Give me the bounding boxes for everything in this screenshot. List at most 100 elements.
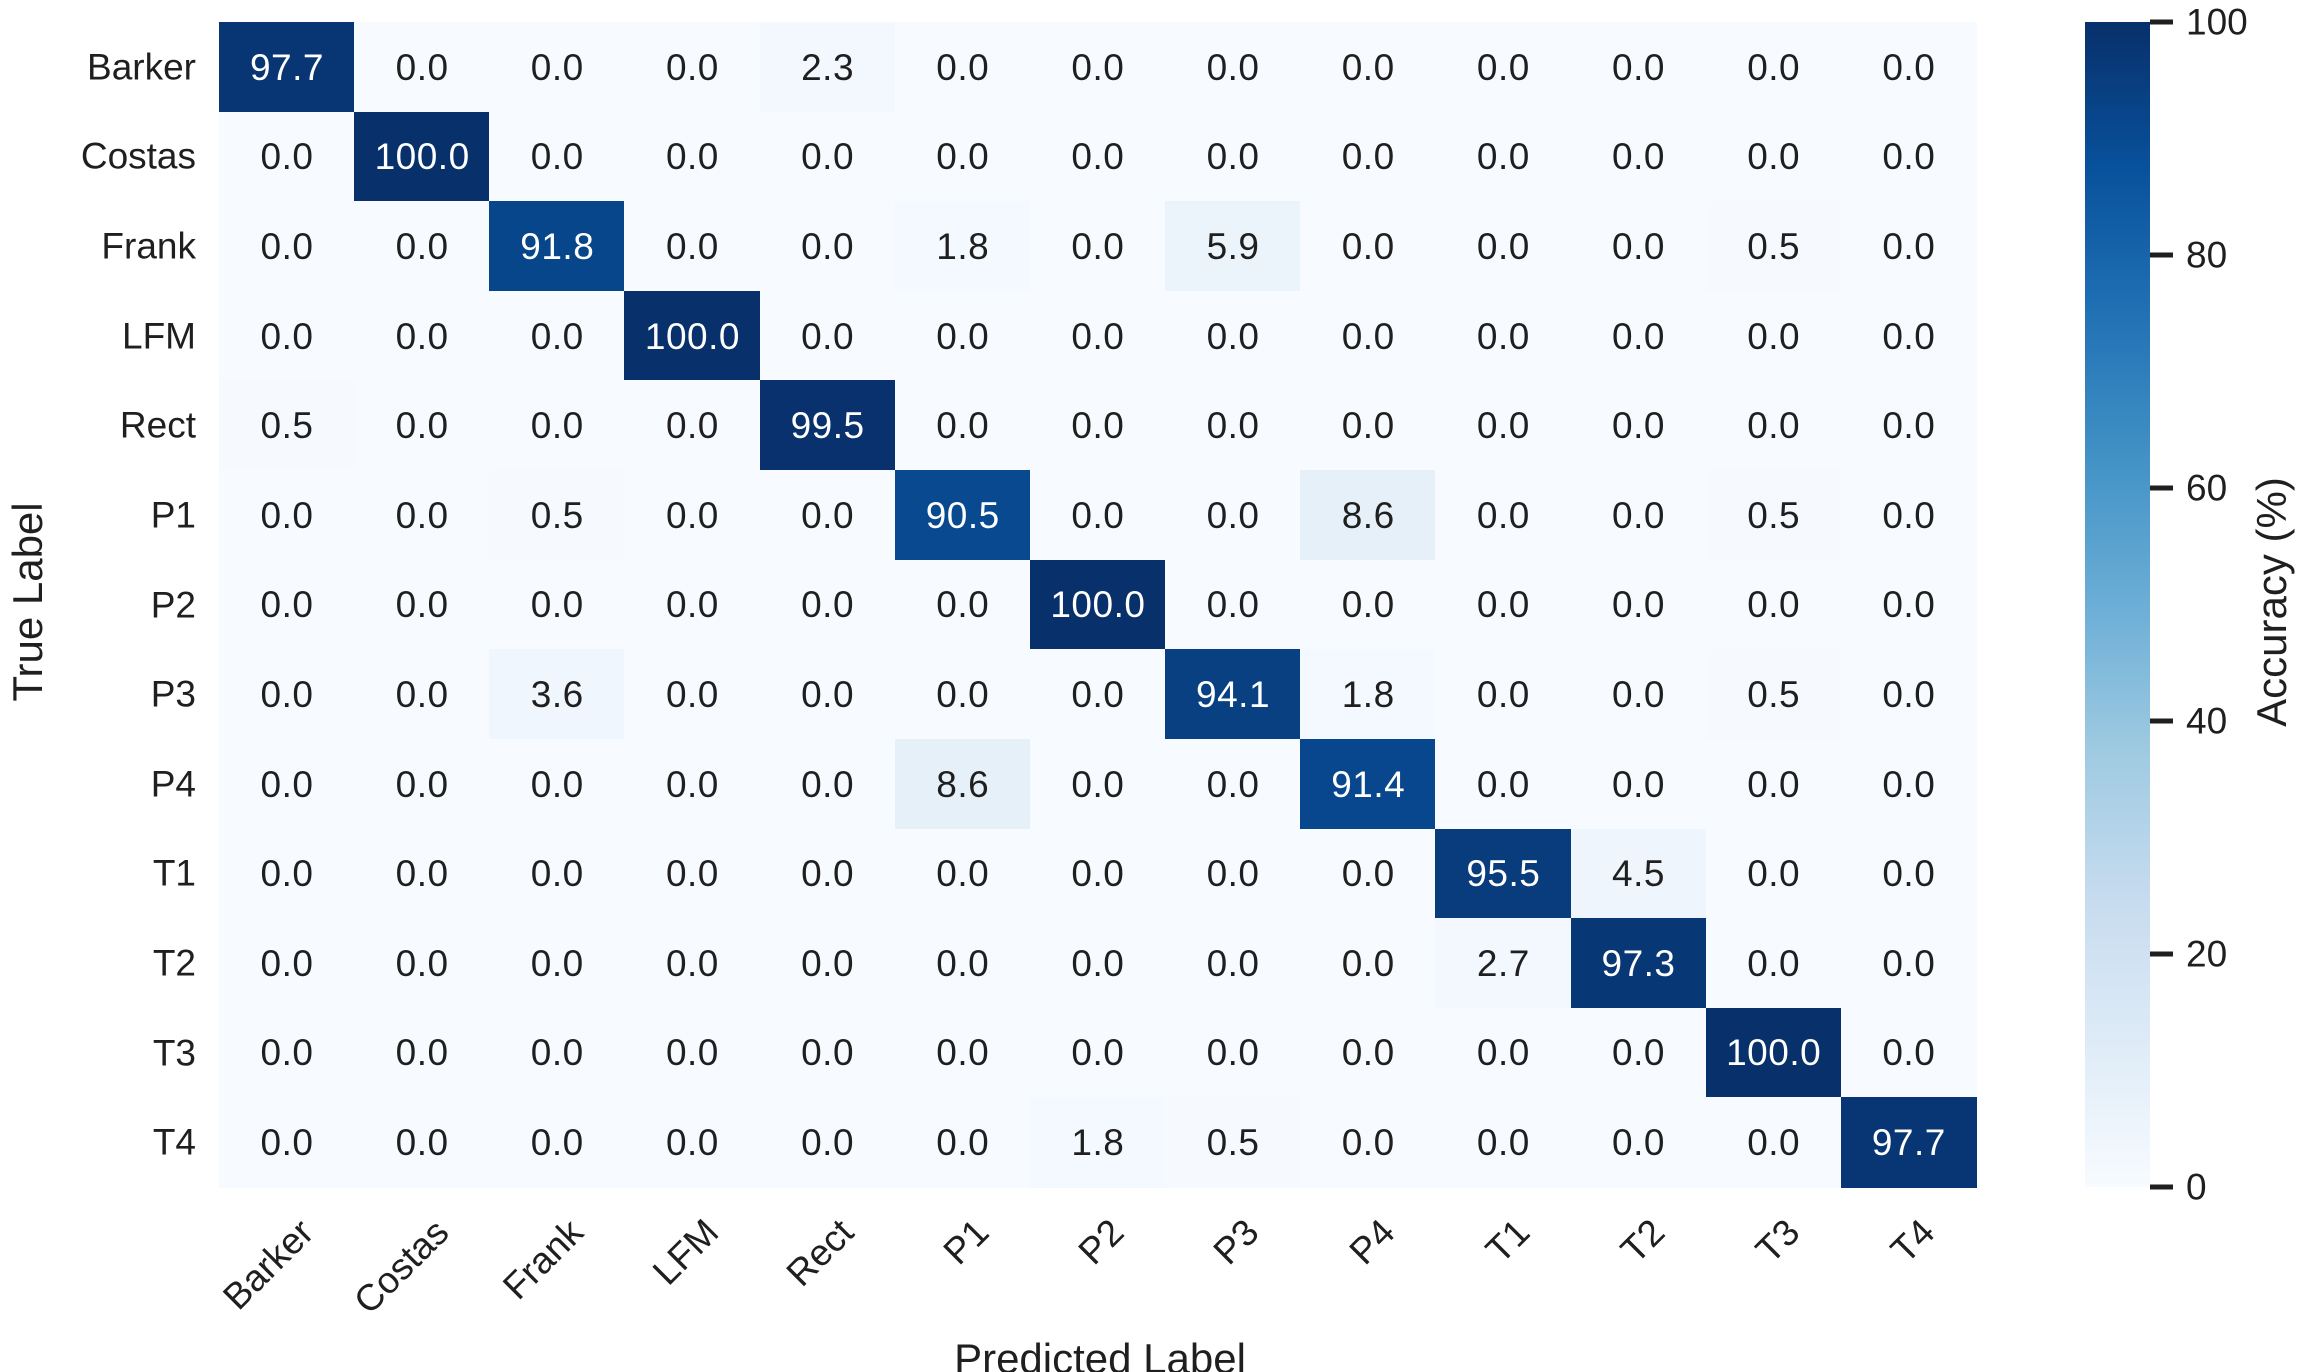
cell-value: 0.0	[1882, 46, 1936, 88]
cell-value: 0.0	[1882, 136, 1936, 178]
cell-value: 0.0	[801, 853, 855, 895]
x-tick-label: LFM	[644, 1211, 727, 1293]
heatmap-cell: 0.0	[1570, 470, 1707, 561]
x-tick-label: P2	[1070, 1211, 1132, 1273]
heatmap-cell: 0.0	[1705, 380, 1842, 471]
cell-value: 0.0	[1476, 315, 1530, 357]
heatmap-cell: 0.0	[759, 111, 896, 203]
cell-value: 0.0	[1206, 853, 1260, 895]
cell-value: 0.0	[1071, 494, 1125, 536]
heatmap-cell: 0.0	[1570, 559, 1707, 651]
heatmap-cell: 0.0	[1029, 738, 1166, 830]
colorbar-tick-label: 100	[2186, 1, 2248, 43]
cell-value: 0.0	[1882, 1032, 1936, 1074]
cell-value: 0.0	[395, 225, 449, 267]
heatmap-cell: 2.7	[1435, 918, 1572, 1009]
cell-value: 0.0	[1206, 136, 1260, 178]
cell-value: 0.0	[936, 315, 990, 357]
heatmap-cell: 0.0	[624, 828, 761, 919]
heatmap-cell: 0.0	[624, 380, 761, 471]
heatmap-cell: 0.0	[219, 738, 355, 830]
heatmap-cell: 0.0	[1165, 380, 1302, 471]
cell-value: 0.0	[801, 315, 855, 357]
heatmap-cell: 0.0	[1570, 22, 1707, 113]
heatmap-cell: 97.7	[219, 22, 355, 113]
heatmap-cell: 0.0	[1300, 111, 1437, 203]
cell-value: 0.0	[1747, 853, 1801, 895]
heatmap-cell: 0.0	[489, 1097, 626, 1188]
cell-value: 0.5	[260, 405, 314, 447]
cell-value: 0.0	[1341, 46, 1395, 88]
heatmap-cell: 0.0	[1570, 201, 1707, 292]
cell-value: 0.0	[1341, 315, 1395, 357]
heatmap-cell: 0.0	[1300, 918, 1437, 1009]
cell-value: 0.0	[260, 494, 314, 536]
cell-value: 0.0	[665, 136, 719, 178]
heatmap-cell: 0.0	[759, 559, 896, 651]
cell-value: 0.0	[1476, 136, 1530, 178]
colorbar-tick-mark	[2150, 19, 2173, 25]
heatmap-cell: 0.0	[219, 559, 355, 651]
heatmap-cell: 0.5	[1705, 649, 1842, 740]
heatmap-cell: 0.0	[219, 1097, 355, 1188]
heatmap-cell: 0.0	[1435, 470, 1572, 561]
heatmap-cell: 0.0	[759, 918, 896, 1009]
heatmap-cell: 0.0	[1435, 1097, 1572, 1188]
heatmap-cell: 0.0	[219, 201, 355, 292]
cell-value: 0.0	[1612, 136, 1665, 178]
cell-value: 0.0	[530, 1122, 584, 1164]
cell-value: 0.0	[1341, 584, 1395, 626]
cell-value: 0.0	[665, 1032, 719, 1074]
heatmap-cell: 0.0	[1165, 470, 1302, 561]
cell-value: 0.0	[1747, 315, 1801, 357]
cell-value: 0.0	[1341, 225, 1395, 267]
cell-value: 0.0	[665, 405, 719, 447]
cell-value: 0.5	[530, 494, 584, 536]
cell-value: 0.0	[395, 942, 449, 984]
cell-value: 0.0	[530, 315, 584, 357]
cell-value: 0.0	[1612, 584, 1665, 626]
heatmap-cell: 97.7	[1840, 1097, 1977, 1188]
y-tick-label: P4	[150, 763, 196, 805]
heatmap-cell: 0.0	[1165, 738, 1302, 830]
cell-value: 0.0	[395, 674, 449, 715]
cell-value: 0.0	[1476, 1032, 1530, 1074]
heatmap-cell: 2.3	[759, 22, 896, 113]
cell-value: 0.0	[1071, 136, 1125, 178]
x-tick-label: Costas	[345, 1211, 457, 1322]
cell-value: 0.0	[665, 225, 719, 267]
heatmap-cell: 0.0	[219, 470, 355, 561]
y-tick-label: Costas	[80, 135, 196, 177]
cell-value: 0.0	[260, 853, 314, 895]
heatmap-cell: 0.0	[354, 1097, 491, 1188]
heatmap-cell: 0.0	[219, 649, 355, 740]
colorbar-tick-label: 60	[2186, 467, 2228, 509]
heatmap-cell: 0.0	[624, 738, 761, 830]
heatmap-cell: 0.0	[354, 1007, 491, 1099]
colorbar-tick-mark	[2150, 951, 2173, 957]
heatmap-cell: 0.0	[1705, 559, 1842, 651]
colorbar-tick-mark	[2150, 485, 2173, 491]
cell-value: 0.0	[1882, 853, 1936, 895]
cell-value: 0.0	[1341, 1032, 1395, 1074]
y-tick-label: LFM	[122, 315, 196, 357]
cell-value: 4.5	[1612, 853, 1665, 895]
heatmap-cell: 0.0	[1435, 559, 1572, 651]
heatmap-cell: 0.0	[1165, 828, 1302, 919]
heatmap-cell: 0.0	[1840, 559, 1977, 651]
cell-value: 97.7	[1871, 1122, 1946, 1164]
heatmap-cell: 0.0	[1165, 1007, 1302, 1099]
heatmap-cell: 0.0	[894, 290, 1031, 382]
cell-value: 100.0	[1726, 1032, 1822, 1074]
heatmap-cell: 0.0	[1840, 649, 1977, 740]
x-tick-label: T1	[1477, 1211, 1538, 1271]
cell-value: 99.5	[790, 405, 865, 447]
cell-value: 0.5	[1747, 225, 1801, 267]
colorbar-title: Accuracy (%)	[2248, 477, 2295, 727]
cell-value: 0.0	[1747, 136, 1801, 178]
heatmap-cell: 0.0	[1029, 111, 1166, 203]
heatmap-cell: 0.0	[489, 738, 626, 830]
cell-value: 0.0	[801, 763, 855, 805]
heatmap-cell: 8.6	[894, 738, 1031, 830]
heatmap-cell: 0.0	[489, 111, 626, 203]
